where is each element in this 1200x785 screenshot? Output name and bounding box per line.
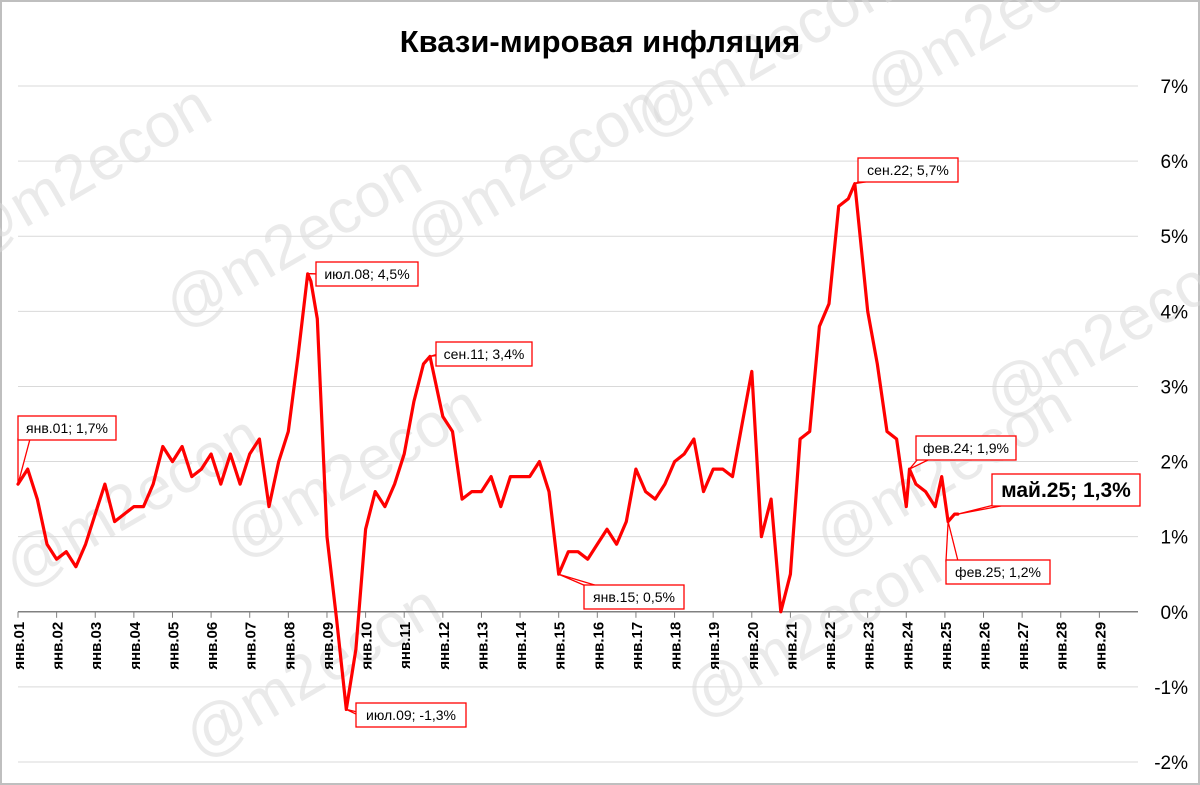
watermark-text: @m2econ <box>213 371 493 573</box>
callout-pointer <box>558 573 599 587</box>
callout-label: фев.25; 1,2% <box>955 564 1041 580</box>
x-tick-label: янв.04 <box>127 621 144 670</box>
x-tick-label: янв.26 <box>977 622 994 670</box>
annotation-callout: янв.01; 1,7% <box>17 415 117 485</box>
watermark-text: @m2econ <box>803 371 1083 573</box>
callout-pointer <box>945 521 959 562</box>
watermark-text: @m2econ <box>0 71 223 273</box>
x-tick-label: янв.18 <box>668 622 685 670</box>
y-tick-label: 5% <box>1161 227 1189 248</box>
callout-box <box>315 261 419 287</box>
x-tick-label: янв.03 <box>88 622 105 670</box>
y-tick-label: 1% <box>1161 528 1189 549</box>
x-tick-label: янв.27 <box>1015 622 1032 670</box>
y-tick-label: 2% <box>1161 453 1189 474</box>
callout-box <box>355 702 467 728</box>
callout-box <box>915 435 1017 461</box>
callout-box <box>945 559 1051 585</box>
callout-label: фев.24; 1,9% <box>923 440 1009 456</box>
y-axis: 7% 6% 5% 4% 3% 2% 1% 0% -1% -2% <box>1154 77 1188 774</box>
callout-box <box>857 157 959 183</box>
x-tick-label: янв.25 <box>938 622 955 670</box>
callout-box <box>17 415 117 441</box>
series-layer <box>16 182 960 711</box>
x-tick-label: янв.22 <box>822 622 839 670</box>
x-tick-label: янв.10 <box>359 622 376 670</box>
x-tick-label: янв.20 <box>745 622 762 670</box>
x-tick-label: янв.01 <box>11 622 28 670</box>
x-tick-label: янв.24 <box>899 621 916 670</box>
x-tick-label: янв.08 <box>281 622 298 670</box>
annotations: янв.01; 1,7% июл.08; 4,5% июл.09; -1,3% сен… <box>17 157 1141 728</box>
annotation-callout: фев.25; 1,2% <box>945 521 1051 585</box>
x-tick-label: янв.23 <box>861 622 878 670</box>
y-tick-label: 6% <box>1161 152 1189 173</box>
x-tick-label: янв.05 <box>165 622 182 670</box>
x-tick-label: янв.12 <box>436 622 453 670</box>
x-tick-label: янв.15 <box>552 622 569 670</box>
callout-box <box>991 473 1141 507</box>
x-tick-label: янв.06 <box>204 622 221 670</box>
y-tick-label: 0% <box>1161 603 1189 624</box>
callout-box <box>435 341 533 367</box>
callout-label: янв.01; 1,7% <box>26 420 108 436</box>
y-tick-label: 4% <box>1161 302 1189 323</box>
annotation-callout: июл.09; -1,3% <box>345 702 467 728</box>
watermark-text: @m2econ <box>853 0 1133 122</box>
x-tick-label: янв.19 <box>706 622 723 670</box>
watermark-text: @m2econ <box>153 141 433 343</box>
callout-label: янв.15; 0,5% <box>593 589 675 605</box>
x-tick-label: янв.21 <box>783 622 800 670</box>
x-tick-label: янв.16 <box>590 622 607 670</box>
annotation-callout: фев.24; 1,9% <box>908 435 1017 470</box>
x-tick-label: янв.14 <box>513 621 530 670</box>
annotation-callout: сен.22; 5,7% <box>854 157 959 185</box>
annotation-callout: янв.15; 0,5% <box>558 573 685 610</box>
x-tick-label: янв.02 <box>50 622 67 670</box>
x-tick-label: янв.17 <box>629 622 646 670</box>
annotation-callout: июл.08; 4,5% <box>307 261 419 287</box>
y-tick-label: -2% <box>1154 753 1188 774</box>
series-line <box>16 182 960 711</box>
callout-label: сен.11; 3,4% <box>444 346 525 362</box>
annotation-callout: май.25; 1,3% <box>957 473 1141 515</box>
y-tick-label: 7% <box>1161 77 1189 98</box>
chart-title: Квази-мировая инфляция <box>400 24 801 59</box>
callout-label: май.25; 1,3% <box>1001 479 1131 502</box>
y-tick-label: -1% <box>1154 678 1188 699</box>
callout-box <box>583 584 685 610</box>
callout-label: июл.09; -1,3% <box>366 707 456 723</box>
watermark-text: @m2econ <box>173 571 453 773</box>
x-tick-label: янв.28 <box>1054 622 1071 670</box>
x-axis: янв.01 янв.02 янв.03 янв.04 янв.05 янв.06 янв.… <box>11 611 1109 670</box>
y-tick-label: 3% <box>1161 377 1189 398</box>
callout-label: сен.22; 5,7% <box>867 162 949 178</box>
x-tick-label: янв.07 <box>243 622 260 670</box>
annotation-callout: сен.11; 3,4% <box>429 341 533 367</box>
x-tick-label: янв.13 <box>474 622 491 670</box>
x-tick-label: янв.11 <box>397 622 414 669</box>
x-tick-label: янв.09 <box>320 622 337 670</box>
x-tick-label: янв.29 <box>1092 622 1109 670</box>
callout-label: июл.08; 4,5% <box>324 266 409 282</box>
